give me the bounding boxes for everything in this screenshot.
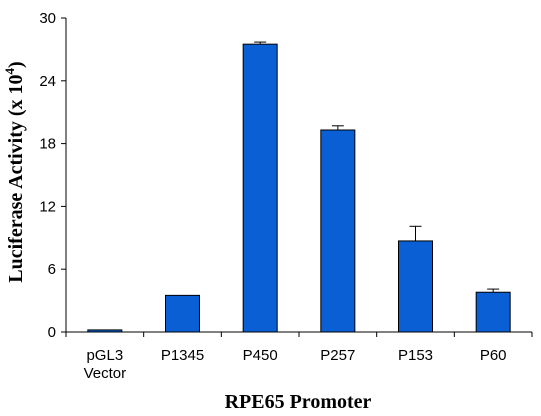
y-tick-label: 30 [39,10,56,27]
bars [87,41,511,333]
x-axis-title: RPE65 Promoter [225,391,372,413]
x-tick-label: P60 [480,347,507,364]
x-tick-label: P153 [398,347,433,364]
y-axis-title: Luciferase Activity (x 104) [2,61,27,282]
y-axis-ticks: 0 6 12 18 24 30 [39,10,66,341]
bar [398,240,433,333]
x-tick-label: P1345 [161,347,204,364]
y-axis-title-exponent: 4 [2,67,17,74]
bar [475,291,511,333]
x-tick-label: P257 [320,347,355,364]
x-tick-label: pGL3 Vector [84,347,127,382]
x-axis-categories: pGL3 Vector P1345 P450 P257 P153 P60 [65,332,533,382]
y-tick-label: 18 [39,136,56,153]
y-axis-title-main: Luciferase Activity (x 10 [5,74,27,282]
y-tick-label: 6 [48,261,56,278]
bar [242,43,278,333]
bar [165,294,200,333]
bar [320,129,356,333]
y-tick-label: 0 [48,324,56,341]
y-axis-title-end: ) [5,61,27,68]
y-tick-label: 12 [39,198,56,215]
y-tick-label: 24 [39,73,56,90]
x-tick-label: P450 [243,347,278,364]
